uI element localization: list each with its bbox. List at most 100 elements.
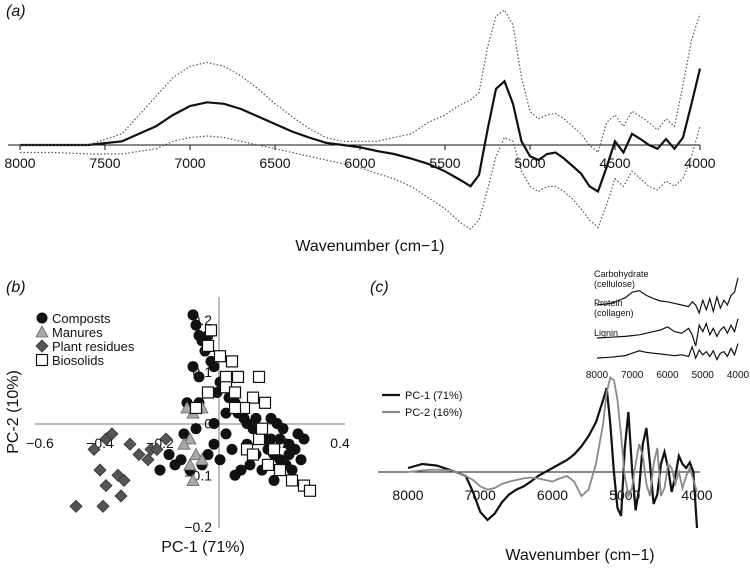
scatter-point-square <box>273 463 287 477</box>
panel-b-x-tick-label: −0.6 <box>26 435 54 451</box>
panel-a-lines <box>20 9 702 230</box>
scatter-point-triangle <box>189 447 203 460</box>
scatter-point-circle <box>187 361 199 373</box>
panel-c-tick-label: 6000 <box>537 487 568 503</box>
scatter-point-square <box>252 370 266 384</box>
scatter-point-circle <box>274 433 286 445</box>
scatter-point-circle <box>202 449 214 461</box>
scatter-point-square <box>255 422 269 435</box>
scatter-point-square <box>201 386 215 399</box>
legend-label: Plant residues <box>52 339 135 354</box>
scatter-point-circle <box>190 319 202 331</box>
inset-label: Lignin <box>594 328 618 338</box>
scatter-point-square <box>219 370 233 384</box>
scatter-point-diamond <box>105 427 119 441</box>
panel-a-tick-label: 4000 <box>684 155 715 171</box>
scatter-point-diamond <box>87 442 101 456</box>
panel-a-series-dotted <box>20 9 701 154</box>
scatter-point-diamond <box>141 453 155 467</box>
scatter-point-circle <box>286 464 298 476</box>
scatter-point-circle <box>226 443 238 455</box>
scatter-point-diamond <box>69 499 83 513</box>
panel-a-tick-label: 5500 <box>429 155 460 171</box>
scatter-point-diamond <box>99 479 113 493</box>
panel-a-series-solid <box>20 68 702 194</box>
inset-series <box>596 318 739 347</box>
panel-c-tick-label: 8000 <box>392 487 423 503</box>
scatter-point-square <box>246 391 260 404</box>
inset-series <box>596 277 739 315</box>
scatter-point-square <box>228 386 242 399</box>
scatter-point-circle <box>295 454 307 466</box>
scatter-point-circle <box>250 412 262 424</box>
scatter-point-circle <box>208 418 220 429</box>
panel-a-tick-label: 4500 <box>599 155 630 171</box>
scatter-point-triangle <box>186 473 200 486</box>
scatter-point-square <box>189 401 203 415</box>
scatter-point-diamond <box>114 489 128 503</box>
scatter-point-circle <box>220 407 232 419</box>
panel-b-xlabel: PC-1 (71%) <box>161 539 245 556</box>
scatter-point-circle <box>244 459 256 471</box>
panel-b-ylabel: PC-2 (10%) <box>5 370 22 454</box>
inset-tick-label: 5000 <box>692 370 715 381</box>
scatter-point-square <box>213 350 227 363</box>
scatter-point-circle <box>292 428 304 440</box>
scatter-point-circle <box>154 464 166 476</box>
panel-a-tick-label: 6000 <box>344 155 375 171</box>
scatter-point-circle <box>265 412 277 424</box>
legend-label: Biosolids <box>52 353 105 368</box>
panel-a-tick-label: 7000 <box>174 155 205 171</box>
scatter-point-circle <box>208 438 220 450</box>
panel-c-lines <box>407 376 699 529</box>
scatter-point-circle <box>283 449 295 461</box>
scatter-point-circle <box>229 469 241 481</box>
scatter-point-circle <box>187 309 199 321</box>
panel-b: (b) −0.6−0.4−0.20.20.40.20.10−0.1−0.2 Co… <box>5 279 350 556</box>
panel-c-inset: Carbohydrate(cellulose) Protein(collagen)… <box>586 269 750 381</box>
scatter-point-circle <box>283 438 295 450</box>
scatter-point-diamond <box>93 463 107 477</box>
panel-c: (c) 8000 7000 6000 5000 4000 PC-1 (71%) PC-2 … <box>370 269 750 564</box>
scatter-point-triangle <box>177 437 191 450</box>
scatter-point-square <box>231 370 245 384</box>
legend-marker-circle <box>36 312 48 324</box>
scatter-point-square <box>204 324 218 337</box>
panel-b-y-tick-label: 0 <box>204 416 212 432</box>
scatter-point-circle <box>190 423 202 435</box>
scatter-point-square <box>258 396 272 409</box>
inset-label: Protein <box>594 298 623 308</box>
legend-label: PC-1 (71%) <box>405 390 462 402</box>
legend-marker-triangle <box>35 325 49 338</box>
panel-a-tick-label: 8000 <box>4 155 35 171</box>
legend-label: PC-2 (16%) <box>405 407 462 419</box>
scatter-point-triangle <box>183 458 197 471</box>
scatter-point-circle <box>265 433 277 445</box>
scatter-point-circle <box>211 386 223 398</box>
scatter-point-square <box>261 458 275 471</box>
panel-b-points <box>69 309 317 513</box>
panel-c-tick-label: 4000 <box>681 487 712 503</box>
inset-tick-label: 6000 <box>656 370 679 381</box>
scatter-point-triangle <box>195 452 209 466</box>
legend-label: Composts <box>52 311 111 326</box>
panel-c-series-2 <box>407 376 698 500</box>
inset-label: (collagen) <box>594 308 634 318</box>
scatter-point-circle <box>178 428 190 440</box>
panel-a-label: (a) <box>6 3 26 20</box>
panel-a-tick-label: 7500 <box>89 155 120 171</box>
panel-b-x-tick-label: 0.4 <box>330 435 350 451</box>
panel-a: (a) 8000 7500 7000 6500 6000 5500 5000 4500 4000… <box>4 3 715 255</box>
panel-a-xlabel: Wavenumber (cm−1) <box>295 238 444 255</box>
scatter-point-diamond <box>132 447 146 462</box>
scatter-point-square <box>267 443 281 456</box>
scatter-point-diamond <box>117 473 131 487</box>
scatter-point-square <box>201 339 215 352</box>
scatter-point-triangle <box>183 432 197 445</box>
panel-c-label: (c) <box>370 279 389 296</box>
inset-series <box>596 343 739 361</box>
legend-marker-diamond <box>35 339 49 353</box>
inset-label: Carbohydrate <box>594 269 649 279</box>
